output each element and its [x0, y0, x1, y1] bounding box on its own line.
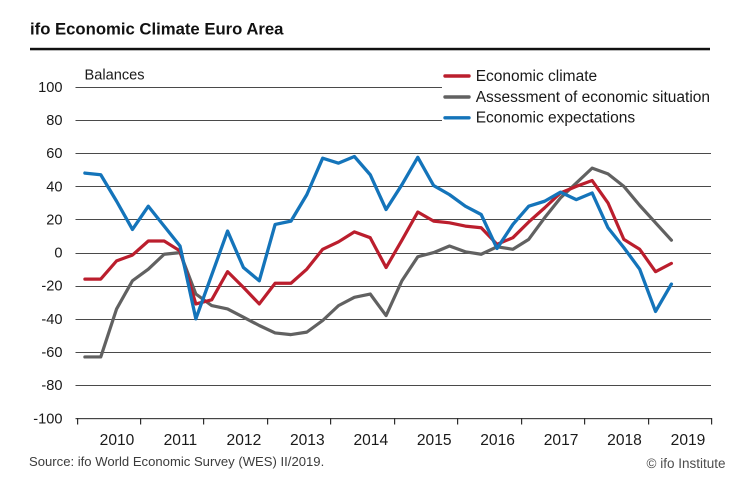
- svg-text:2015: 2015: [417, 432, 452, 449]
- svg-text:80: 80: [46, 113, 62, 129]
- svg-text:-20: -20: [41, 279, 62, 295]
- svg-text:0: 0: [54, 246, 62, 262]
- svg-text:2013: 2013: [290, 432, 325, 449]
- svg-text:2018: 2018: [607, 432, 642, 449]
- svg-text:ifo Economic Climate Euro Area: ifo Economic Climate Euro Area: [30, 19, 284, 38]
- svg-text:100: 100: [38, 80, 62, 96]
- svg-text:2014: 2014: [353, 432, 388, 449]
- svg-text:© ifo Institute: © ifo Institute: [647, 456, 726, 471]
- svg-text:40: 40: [46, 179, 62, 195]
- svg-text:2019: 2019: [671, 432, 706, 449]
- svg-text:-100: -100: [33, 411, 62, 427]
- svg-text:-60: -60: [41, 345, 62, 361]
- svg-text:Economic climate: Economic climate: [476, 68, 597, 85]
- svg-text:Assessment of economic situati: Assessment of economic situation: [476, 89, 710, 106]
- svg-text:2010: 2010: [100, 432, 135, 449]
- svg-text:2011: 2011: [164, 432, 198, 449]
- svg-text:2017: 2017: [544, 432, 579, 449]
- svg-text:Balances: Balances: [85, 68, 145, 84]
- svg-text:20: 20: [46, 212, 62, 228]
- svg-text:-80: -80: [41, 378, 62, 394]
- svg-text:60: 60: [46, 146, 62, 162]
- svg-text:Source: ifo World Economic Sur: Source: ifo World Economic Survey (WES) …: [29, 454, 324, 469]
- svg-text:2016: 2016: [480, 432, 515, 449]
- svg-text:2012: 2012: [227, 432, 262, 449]
- svg-text:-40: -40: [41, 312, 62, 328]
- svg-text:Economic expectations: Economic expectations: [476, 110, 636, 127]
